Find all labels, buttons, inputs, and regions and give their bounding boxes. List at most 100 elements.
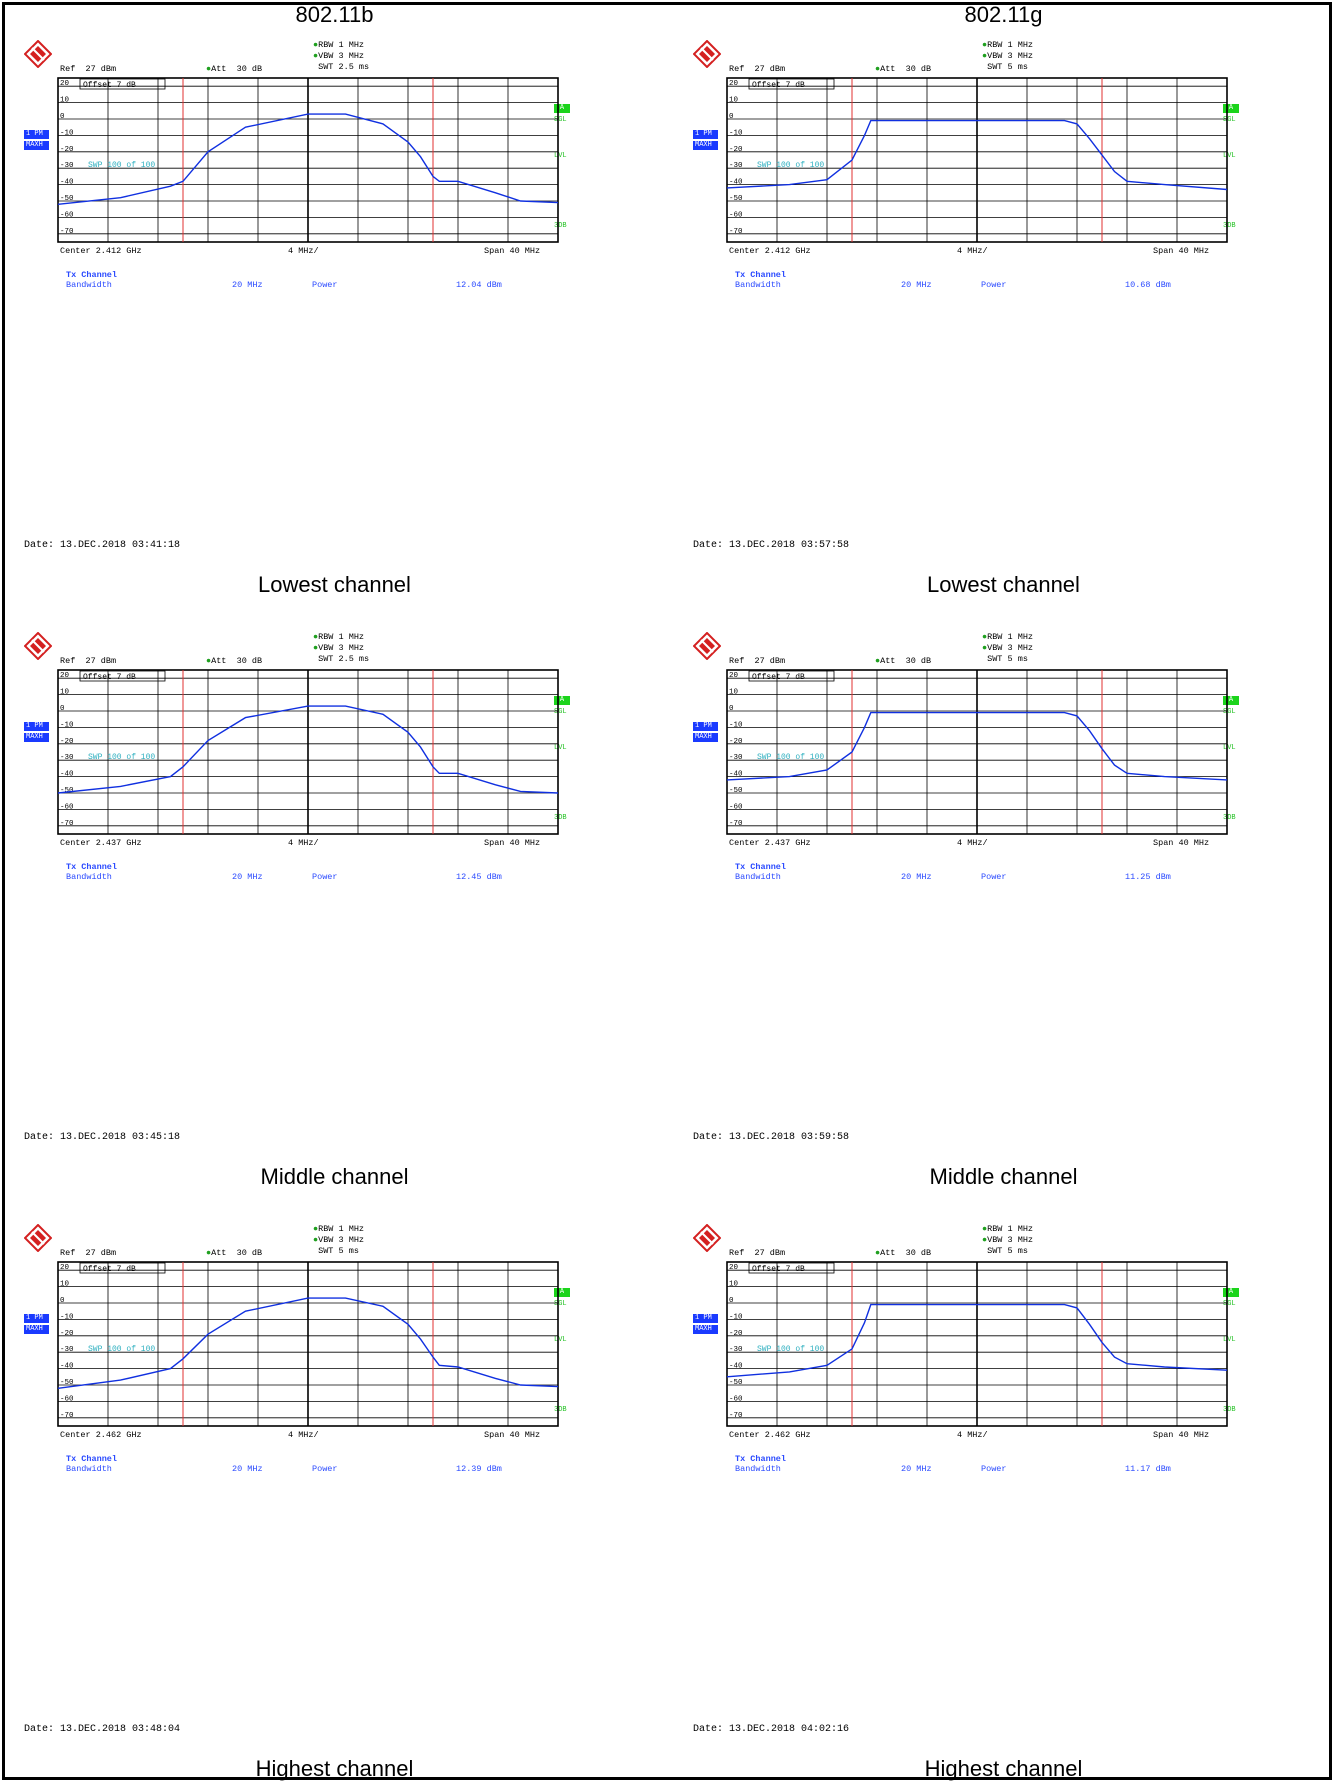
y-tick-label: -10 [729,721,743,729]
span-label: Span 40 MHz [484,1430,541,1440]
bandwidth-settings: ●RBW 1 MHz ●VBW 3 MHz SWT 5 ms [982,40,1034,72]
lvl-label: LVL [1223,152,1236,160]
power-label: Power [981,872,1007,882]
y-tick-label: -30 [729,754,743,762]
capture-date: Date: 13.DEC.2018 03:59:58 [693,1132,850,1143]
ref-level: Ref 27 dBm [729,656,786,666]
y-tick-label: -20 [60,1330,74,1338]
attenuation: ●Att 30 dB [875,1248,932,1258]
trace-a-tag: A [1223,1288,1239,1297]
y-tick-label: -70 [729,820,743,828]
lvl-label: LVL [1223,1336,1236,1344]
rohde-schwarz-logo-icon [693,632,721,660]
sweep-count: SWP 100 of 100 [88,753,155,762]
spectrum-plot: 20 10 0 -10 -20 -30 -40 -50 -60 -70 Offset 7 dB SWP… [726,77,1228,243]
rohde-schwarz-logo-icon [693,1224,721,1252]
3db-label: 3DB [554,814,567,822]
offset-label: Offset 7 dB [83,81,136,90]
span-label: Span 40 MHz [1153,246,1210,256]
y-tick-label: -60 [729,803,743,811]
trace-mode-tag: 1 PM MAXH [24,1314,49,1336]
y-tick-label: 10 [729,1281,739,1289]
sweep-count: SWP 100 of 100 [88,161,155,170]
channel-bandwidth-value: 20 MHz [901,280,932,290]
spectrum-plot: 20 10 0 -10 -20 -30 -40 -50 -60 -70 Offset 7 dB SWP… [57,77,559,243]
offset-label: Offset 7 dB [83,673,136,682]
capture-date: Date: 13.DEC.2018 03:57:58 [693,540,850,551]
y-tick-label: 10 [60,97,70,105]
spectrum-trace [57,705,559,794]
attenuation: ●Att 30 dB [875,656,932,666]
y-tick-label: -30 [60,1346,74,1354]
channel-power-value: 11.25 dBm [1125,872,1171,882]
spectrum-plot: 20 10 0 -10 -20 -30 -40 -50 -60 -70 Offset 7 dB SWP… [57,669,559,835]
y-tick-label: -50 [729,195,743,203]
sweep-count: SWP 100 of 100 [757,161,824,170]
ref-level: Ref 27 dBm [729,64,786,74]
power-label: Power [312,1464,338,1474]
bandwidth-settings: ●RBW 1 MHz ●VBW 3 MHz SWT 2.5 ms [313,40,370,72]
division-label: 4 MHz/ [288,1430,319,1440]
tx-channel-block: Tx Channel Bandwidth [66,862,118,882]
sgl-label: SGL [554,708,567,716]
bandwidth-settings: ●RBW 1 MHz ●VBW 3 MHz SWT 5 ms [982,632,1034,664]
y-tick-label: -60 [60,803,74,811]
center-frequency: Center 2.462 GHz [60,1430,142,1440]
lvl-label: LVL [1223,744,1236,752]
attenuation: ●Att 30 dB [206,656,263,666]
ref-level: Ref 27 dBm [60,656,117,666]
channel-label: Highest channel [924,1756,1083,1781]
y-tick-label: 0 [60,113,65,121]
y-tick-label: -60 [60,1395,74,1403]
standard-title: 802.11g [964,2,1043,27]
y-tick-label: -70 [60,1412,74,1420]
channel-label: Middle channel [929,1164,1078,1189]
y-tick-label: -70 [729,1412,743,1420]
rohde-schwarz-logo-icon [24,632,52,660]
span-label: Span 40 MHz [484,838,541,848]
capture-date: Date: 13.DEC.2018 03:48:04 [24,1724,181,1735]
capture-date: Date: 13.DEC.2018 03:45:18 [24,1132,181,1143]
trace-a-tag: A [554,1288,570,1297]
offset-box [748,78,835,90]
y-tick-label: -50 [60,195,74,203]
trace-a-tag: A [1223,696,1239,705]
spectrum-panel: Ref 27 dBm ●Att 30 dB ●RBW 1 MHz ●VBW 3 … [0,592,669,1189]
center-frequency: Center 2.412 GHz [60,246,142,256]
y-tick-label: -40 [60,179,74,187]
trace-mode-tag: 1 PM MAXH [24,130,49,152]
y-tick-label: -50 [729,787,743,795]
y-tick-label: -40 [60,771,74,779]
y-tick-label: 10 [729,97,739,105]
span-label: Span 40 MHz [484,246,541,256]
ref-level: Ref 27 dBm [729,1248,786,1258]
division-label: 4 MHz/ [957,1430,988,1440]
y-tick-label: -20 [729,1330,743,1338]
y-tick-label: -10 [60,1313,74,1321]
standard-title: 802.11b [295,2,374,27]
y-tick-label: 20 [729,1264,739,1272]
y-tick-label: -60 [729,1395,743,1403]
y-tick-label: -30 [729,1346,743,1354]
spectrum-trace [726,1303,1228,1378]
3db-label: 3DB [1223,222,1236,230]
span-label: Span 40 MHz [1153,1430,1210,1440]
channel-bandwidth-value: 20 MHz [232,1464,263,1474]
y-tick-label: 20 [60,1264,70,1272]
rohde-schwarz-logo-icon [693,40,721,68]
plot-border [726,77,1228,243]
center-frequency: Center 2.437 GHz [729,838,811,848]
spectrum-panel: Ref 27 dBm ●Att 30 dB ●RBW 1 MHz ●VBW 3 … [0,1184,669,1781]
y-tick-label: 0 [60,705,65,713]
offset-box [79,670,166,682]
channel-label: Highest channel [255,1756,414,1781]
center-frequency: Center 2.462 GHz [729,1430,811,1440]
trace-a-tag: A [1223,104,1239,113]
channel-bandwidth-value: 20 MHz [901,1464,932,1474]
lvl-label: LVL [554,152,567,160]
y-tick-label: -10 [60,129,74,137]
3db-label: 3DB [554,1406,567,1414]
tx-channel-block: Tx Channel Bandwidth [66,1454,118,1474]
offset-box [79,1262,166,1274]
sgl-label: SGL [1223,708,1236,716]
